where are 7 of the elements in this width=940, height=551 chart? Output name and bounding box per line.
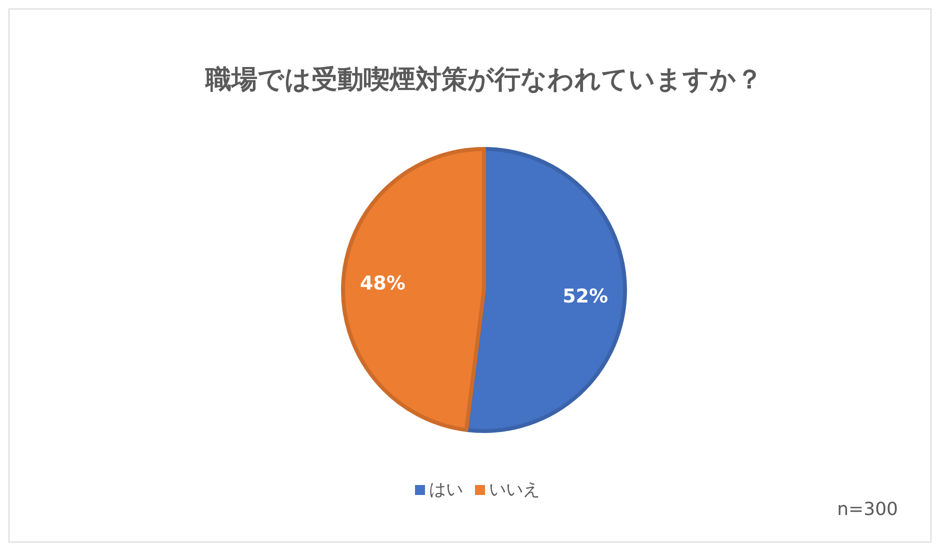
text: n=300 <box>837 499 898 520</box>
data-label: 52% <box>562 285 608 308</box>
legend-label: はい <box>429 480 463 500</box>
chart-title: 職場では受動喫煙対策が行なわれていますか？ <box>204 65 762 95</box>
data-label: 48% <box>360 272 406 295</box>
pie-slice <box>341 147 486 432</box>
legend-label: いいえ <box>489 480 540 500</box>
